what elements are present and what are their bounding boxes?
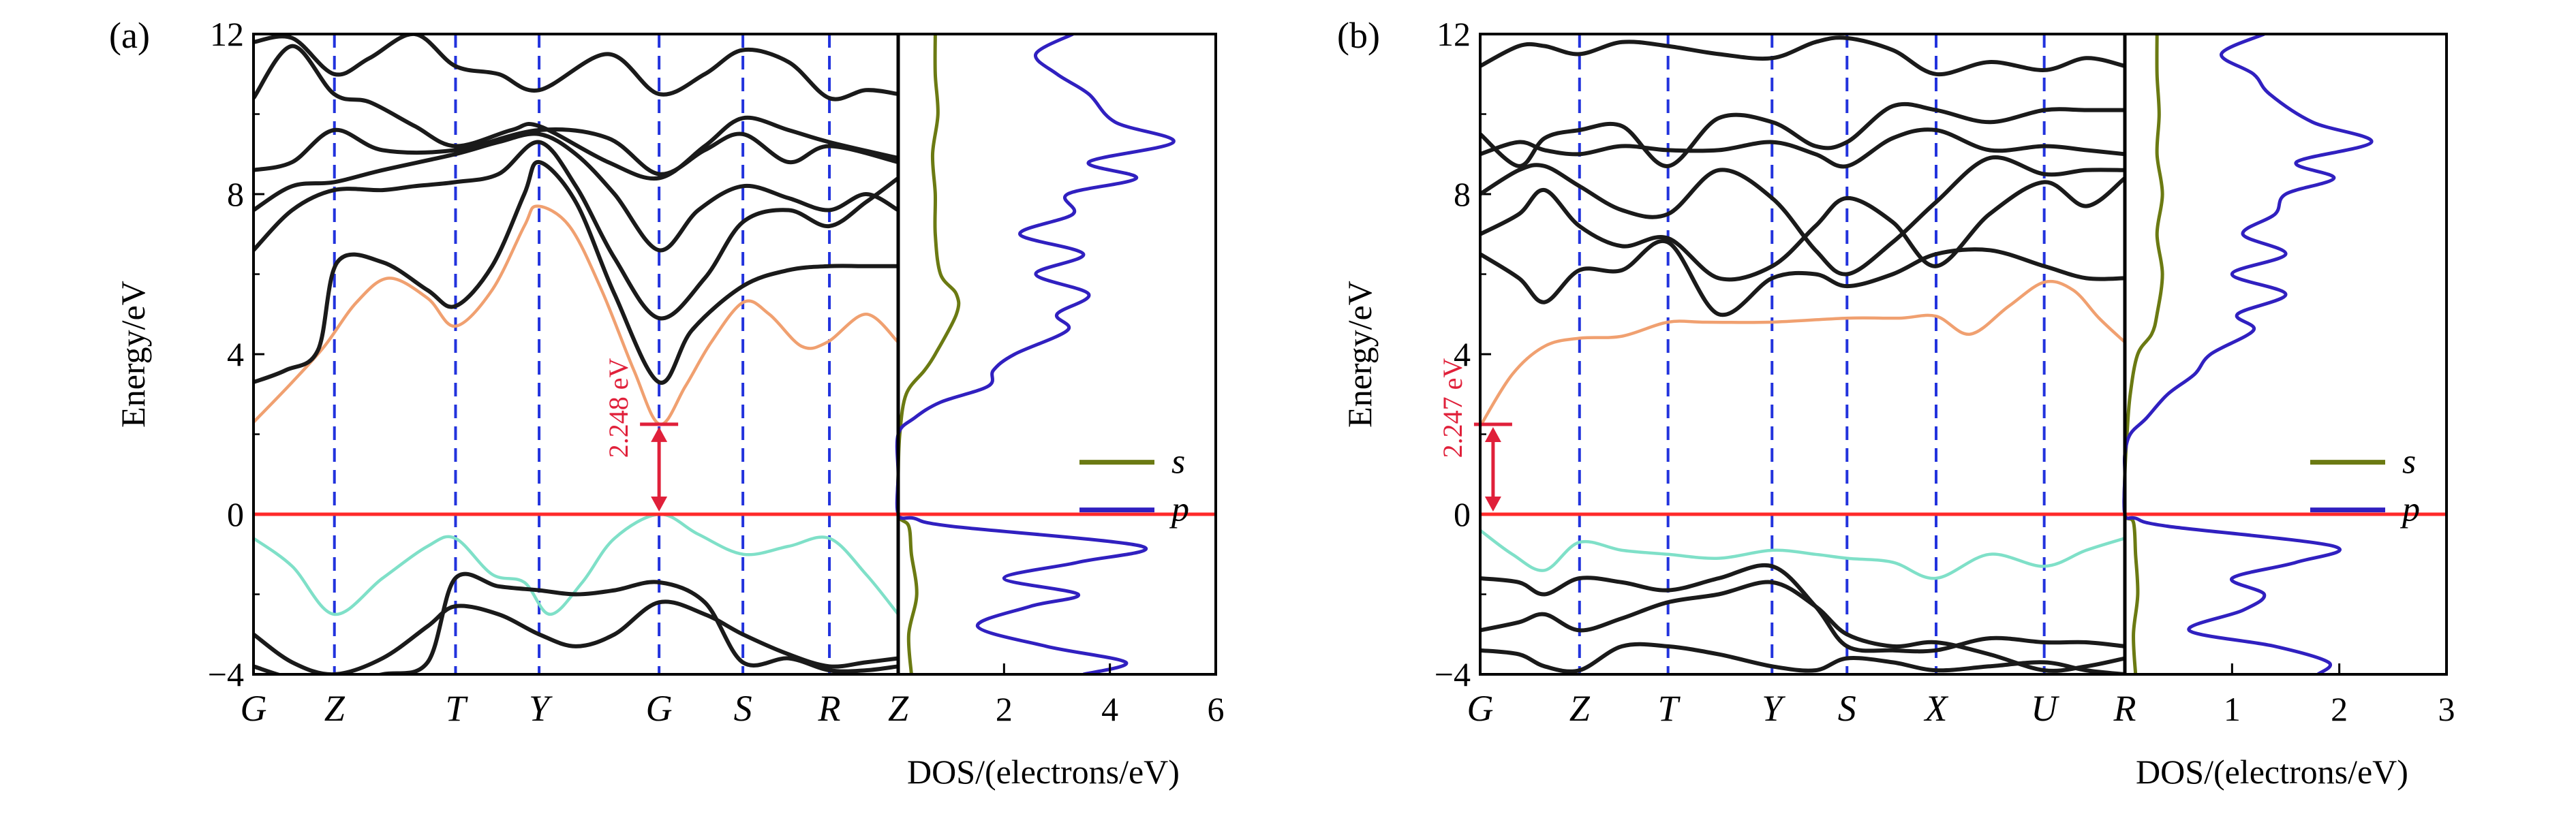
valence-band-maximum-line: [254, 512, 900, 616]
dos-curves: [895, 34, 1176, 674]
y-tick-label: 12: [1437, 15, 1471, 53]
panel-label: (a): [109, 15, 150, 56]
dos-x-tick-label: 1: [2224, 690, 2241, 728]
dos-p-curve: [2122, 34, 2374, 674]
k-point-label: G: [1467, 688, 1494, 729]
dos-x-tick-label: 6: [1208, 690, 1225, 728]
band-line: [1480, 563, 2126, 654]
k-point-label: Z: [324, 688, 346, 729]
y-tick-label: 8: [227, 175, 244, 213]
band-lines: [254, 34, 900, 674]
panel-label: (b): [1337, 15, 1380, 56]
y-tick-label: 0: [227, 495, 244, 533]
band-line: [254, 160, 898, 385]
k-point-label: G: [646, 688, 673, 729]
dos-x-tick-label: 2: [2331, 690, 2348, 728]
band-line: [1480, 580, 2126, 673]
dos-s-curve: [2122, 34, 2164, 674]
band-lines: [1480, 35, 2126, 674]
y-tick-label: 4: [227, 335, 244, 373]
y-axis-label: Energy/eV: [1340, 281, 1379, 428]
legend-label-s: s: [1171, 443, 1185, 482]
panel-a: [252, 33, 1217, 676]
legend-label-p: p: [2399, 490, 2420, 529]
band-line: [254, 127, 899, 176]
conduction-band-minimum-line: [1480, 279, 2126, 427]
k-point-label: S: [734, 688, 752, 729]
k-point-label: Z: [888, 688, 909, 729]
k-point-label: R: [818, 688, 841, 729]
band-line: [1480, 35, 2126, 77]
dos-x-tick-label: 2: [996, 690, 1013, 728]
legend-label-s: s: [2402, 443, 2416, 482]
band-line: [1480, 101, 2125, 168]
band-gap-arrowhead-down: [651, 497, 668, 512]
y-tick-label: 8: [1454, 175, 1471, 213]
band-line: [1480, 127, 2126, 169]
band-gap-arrowhead-up: [651, 426, 668, 442]
y-tick-label: 4: [1454, 335, 1471, 373]
legend-label-p: p: [1169, 490, 1189, 529]
k-point-label: Y: [529, 688, 553, 729]
dos-x-tick-label: 4: [1101, 690, 1118, 728]
y-axis-label: Energy/eV: [114, 281, 152, 428]
dos-s-curve: [895, 34, 961, 674]
band-gap-arrowhead-down: [1484, 497, 1501, 512]
band-line: [254, 34, 899, 101]
k-point-label: X: [1924, 688, 1949, 729]
band-line: [254, 599, 899, 674]
dos-p-curve: [895, 34, 1176, 674]
k-point-label: T: [445, 688, 468, 729]
y-tick-label: 12: [210, 15, 244, 53]
y-tick-label: −4: [1435, 655, 1471, 693]
band-gap-arrowhead-up: [1484, 426, 1501, 442]
plot-frame: [1479, 33, 2448, 676]
k-point-label: U: [2031, 688, 2059, 729]
k-point-label: Y: [1762, 688, 1785, 729]
band-line: [254, 571, 899, 674]
k-point-label: Z: [1569, 688, 1591, 729]
band-line: [254, 140, 900, 321]
k-point-label: T: [1658, 688, 1681, 729]
panel-b: [1473, 33, 2448, 676]
y-tick-label: −4: [208, 655, 244, 693]
dos-x-axis-label: DOS/(electrons/eV): [907, 753, 1180, 791]
band-line: [1480, 642, 2126, 674]
plot-frame: [252, 33, 1217, 676]
k-point-label: G: [241, 688, 267, 729]
k-point-label: R: [2113, 688, 2136, 729]
conduction-band-minimum-line: [254, 204, 900, 426]
y-tick-label: 0: [1454, 495, 1471, 533]
dos-curves: [2122, 34, 2374, 674]
k-point-label: S: [1838, 688, 1856, 729]
band-line: [1480, 176, 2126, 282]
band-gap-label: 2.247 eV: [1437, 358, 1468, 458]
valence-band-maximum-line: [1480, 529, 2126, 580]
band-gap-label: 2.248 eV: [603, 358, 634, 458]
dos-x-axis-label: DOS/(electrons/eV): [2136, 753, 2408, 791]
band-line: [1480, 238, 2126, 317]
band-line: [254, 44, 899, 181]
dos-x-tick-label: 3: [2438, 690, 2455, 728]
band-line: [1480, 155, 2126, 277]
band-line: [254, 131, 900, 253]
